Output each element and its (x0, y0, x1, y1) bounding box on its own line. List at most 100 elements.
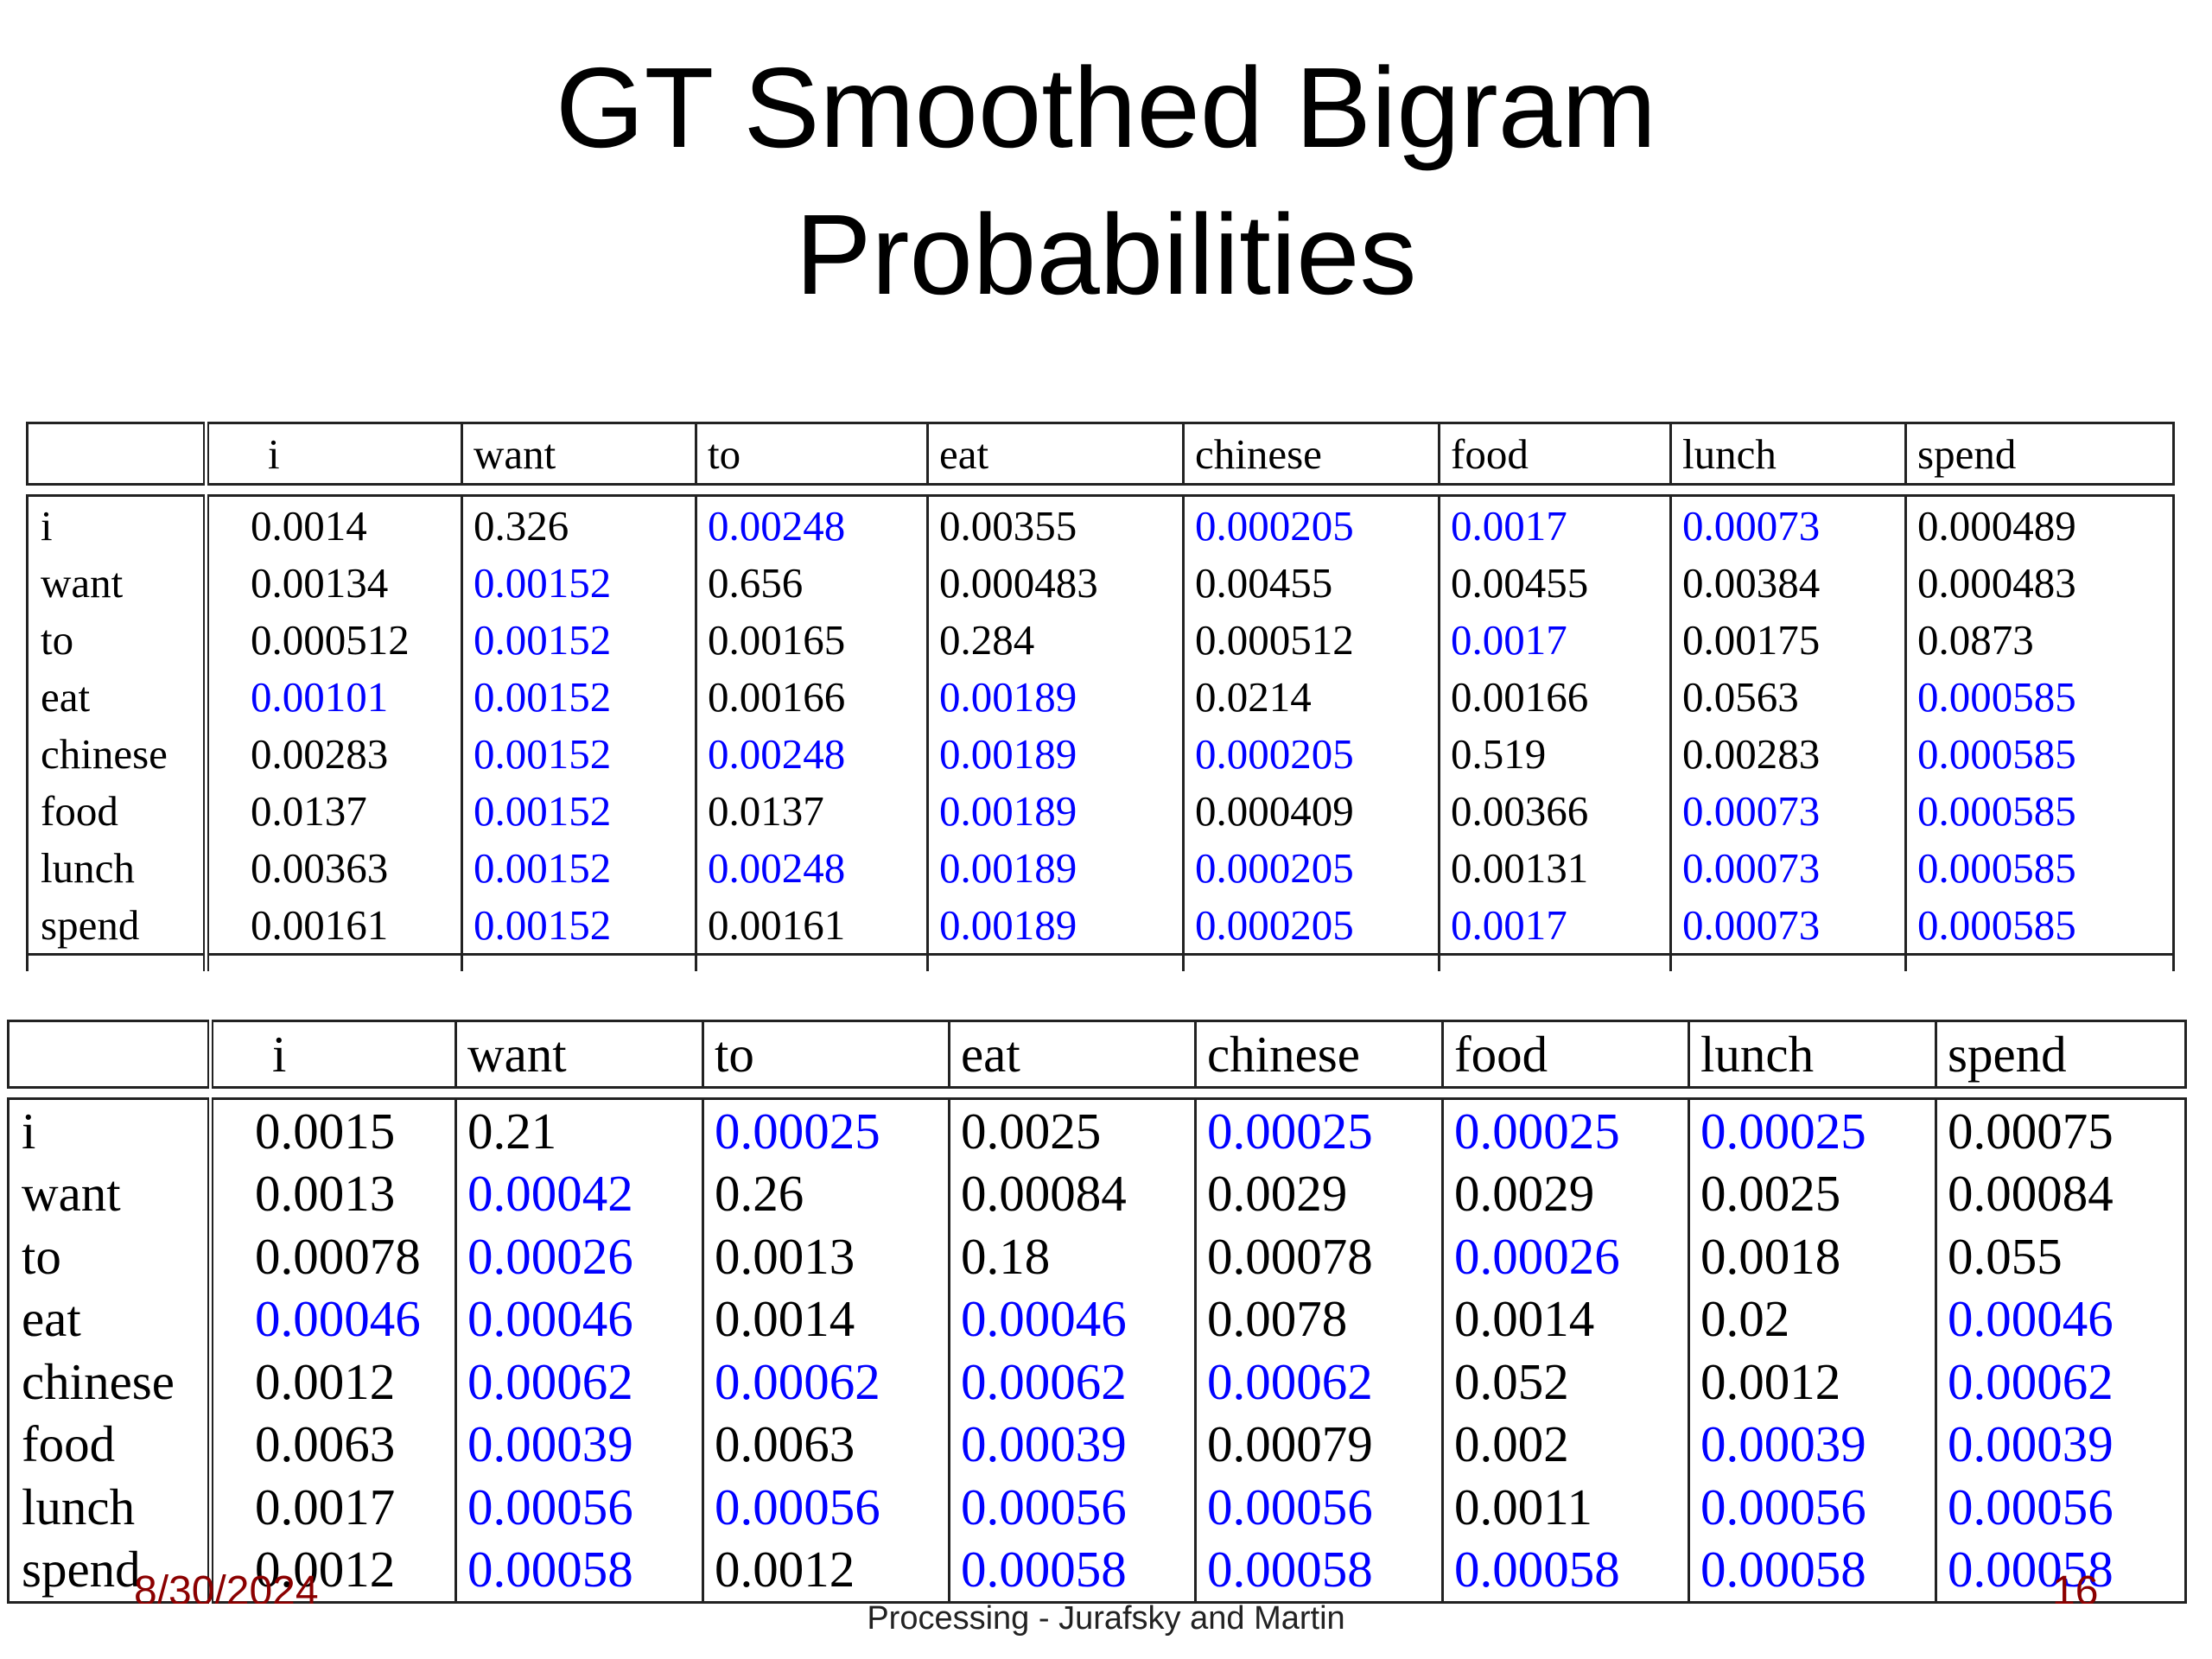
probability-cell: 0.00131 (1439, 839, 1672, 896)
probability-cell: 0.00058 (455, 1538, 704, 1604)
row-label: food (7, 1413, 213, 1476)
probability-cell: 0.284 (927, 611, 1185, 668)
probability-cell: 0.00152 (461, 611, 697, 668)
probability-cell: 0.0137 (206, 782, 463, 839)
probability-cell: 0.000585 (1905, 782, 2175, 839)
probability-cell: 0.0011 (1442, 1476, 1690, 1539)
probability-cell: 0.0018 (1688, 1225, 1937, 1288)
probability-cell: 0.0014 (702, 1287, 950, 1351)
probability-cell: 0.00189 (927, 896, 1185, 956)
probability-cell: 0.02 (1688, 1287, 1937, 1351)
probability-cell: 0.0025 (1688, 1162, 1937, 1225)
probability-cell: 0.000512 (1183, 611, 1440, 668)
gt-probability-table: i want to eat chinese food lunch spend i 0.0014 0… (26, 422, 2175, 971)
probability-cell: 0.00046 (1936, 1287, 2187, 1351)
probability-cell: 0.000409 (1183, 782, 1440, 839)
table-row: food 0.0137 0.00152 0.0137 0.00189 0.000409 0.… (26, 782, 2175, 839)
probability-cell: 0.00166 (1439, 668, 1672, 725)
probability-cell: 0.00062 (702, 1351, 950, 1414)
probability-cell: 0.0014 (206, 494, 463, 554)
probability-cell: 0.00025 (1688, 1097, 1937, 1163)
column-header: food (1442, 1020, 1690, 1089)
probability-cell: 0.000585 (1905, 896, 2175, 956)
probability-cell: 0.0025 (949, 1097, 1197, 1163)
probability-cell: 0.000205 (1183, 839, 1440, 896)
slide-title-line2: Probabilities (795, 191, 1417, 318)
table-row: chinese 0.0012 0.00062 0.00062 0.00062 0.0006… (7, 1351, 2187, 1414)
column-header: want (455, 1020, 704, 1089)
gt-table-body: i 0.0014 0.326 0.00248 0.00355 0.000205 0.0017… (26, 494, 2175, 956)
row-label: spend (7, 1538, 213, 1604)
column-header: eat (927, 422, 1185, 486)
probability-cell: 0.0214 (1183, 668, 1440, 725)
table-row: spend 0.00161 0.00152 0.00161 0.00189 0.00020… (26, 896, 2175, 956)
probability-cell: 0.00062 (949, 1351, 1197, 1414)
table-row: i 0.0014 0.326 0.00248 0.00355 0.000205 0.0017… (26, 494, 2175, 554)
probability-cell: 0.000483 (927, 554, 1185, 611)
probability-cell: 0.00248 (696, 494, 929, 554)
probability-cell: 0.00039 (455, 1413, 704, 1476)
slide-title: GT Smoothed Bigram Probabilities (0, 35, 2212, 328)
footer-date: 8/30/2024 (134, 1574, 319, 1604)
probability-cell: 0.00046 (210, 1287, 457, 1351)
probability-cell: 0.18 (949, 1225, 1197, 1288)
probability-cell: 0.00189 (927, 839, 1185, 896)
probability-cell: 0.0078 (1195, 1287, 1444, 1351)
probability-cell: 0.00152 (461, 725, 697, 782)
probability-cell: 0.00248 (696, 839, 929, 896)
probability-cell: 0.00039 (1936, 1413, 2187, 1476)
probability-cell: 0.00161 (696, 896, 929, 956)
probability-cell: 0.00056 (949, 1476, 1197, 1539)
probability-cell: 0.00152 (461, 554, 697, 611)
gt-table-header: i want to eat chinese food lunch spend (26, 422, 2175, 486)
probability-cell: 0.00189 (927, 725, 1185, 782)
probability-cell: 0.00056 (702, 1476, 950, 1539)
probability-cell: 0.00062 (1195, 1351, 1444, 1414)
probability-cell: 0.002 (1442, 1413, 1690, 1476)
table-row: eat 0.00101 0.00152 0.00166 0.00189 0.0214 0.0… (26, 668, 2175, 725)
probability-cell: 0.0063 (702, 1413, 950, 1476)
probability-cell: 0.0015 (210, 1097, 457, 1163)
probability-cell: 0.0012 (210, 1538, 457, 1604)
probability-cell: 0.000483 (1905, 554, 2175, 611)
probability-cell: 0.00039 (949, 1413, 1197, 1476)
probability-cell: 0.055 (1936, 1225, 2187, 1288)
probability-cell: 0.00455 (1183, 554, 1440, 611)
probability-cell: 0.00455 (1439, 554, 1672, 611)
laplace-table-body: i 0.0015 0.21 0.00025 0.0025 0.00025 0.00025 0.… (7, 1097, 2187, 1604)
column-header: chinese (1195, 1020, 1444, 1089)
probability-cell: 0.00355 (927, 494, 1185, 554)
probability-cell: 0.00039 (1688, 1413, 1937, 1476)
row-label: spend (26, 896, 209, 956)
row-label: to (7, 1225, 213, 1288)
probability-cell: 0.00189 (927, 782, 1185, 839)
probability-cell: 0.00152 (461, 668, 697, 725)
table-row: want 0.0013 0.00042 0.26 0.00084 0.0029 0.0029… (7, 1162, 2187, 1225)
probability-cell: 0.00283 (206, 725, 463, 782)
table-row: spend 0.0012 0.00058 0.0012 0.00058 0.00058 0.… (7, 1538, 2187, 1604)
table-row: want 0.00134 0.00152 0.656 0.000483 0.00455 0.… (26, 554, 2175, 611)
probability-cell: 0.0012 (1688, 1351, 1937, 1414)
probability-cell: 0.0012 (210, 1351, 457, 1414)
column-header: to (702, 1020, 950, 1089)
table-row: i 0.0015 0.21 0.00025 0.0025 0.00025 0.00025 0.… (7, 1097, 2187, 1163)
row-label: i (7, 1097, 213, 1163)
laplace-probability-table: i want to eat chinese food lunch spend i 0.0015 0… (7, 1020, 2187, 1604)
table-row: to 0.000512 0.00152 0.00165 0.284 0.000512 0.0… (26, 611, 2175, 668)
laplace-table-header: i want to eat chinese food lunch spend (7, 1020, 2187, 1089)
probability-cell: 0.000205 (1183, 725, 1440, 782)
probability-cell: 0.00058 (1688, 1538, 1937, 1604)
table-row: to 0.00078 0.00026 0.0013 0.18 0.00078 0.00026… (7, 1225, 2187, 1288)
probability-cell: 0.00062 (455, 1351, 704, 1414)
column-header: i (206, 422, 463, 486)
probability-cell: 0.00046 (949, 1287, 1197, 1351)
probability-cell: 0.656 (696, 554, 929, 611)
probability-cell: 0.00165 (696, 611, 929, 668)
probability-cell: 0.00101 (206, 668, 463, 725)
column-header: food (1439, 422, 1672, 486)
probability-cell: 0.0012 (702, 1538, 950, 1604)
probability-cell: 0.00283 (1670, 725, 1907, 782)
row-label: lunch (7, 1476, 213, 1539)
column-header: lunch (1670, 422, 1907, 486)
table-row: lunch 0.00363 0.00152 0.00248 0.00189 0.00020… (26, 839, 2175, 896)
